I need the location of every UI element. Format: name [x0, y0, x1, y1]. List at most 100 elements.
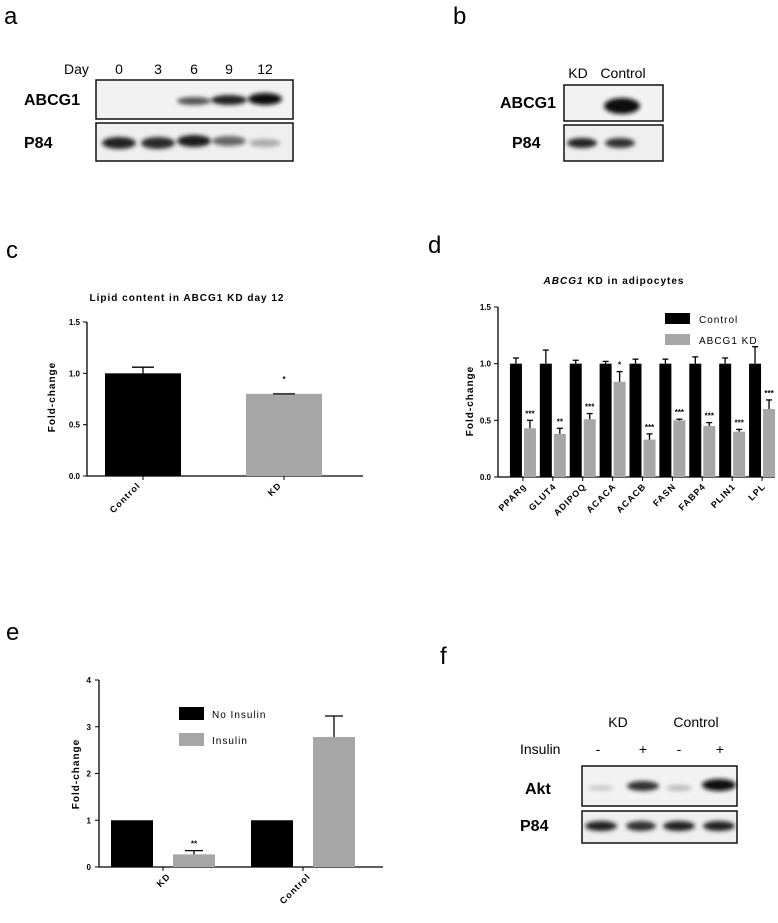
- bar: [509, 363, 522, 477]
- blot-band: [211, 95, 247, 105]
- blot-b-row-label: P84: [512, 135, 541, 152]
- panel-letter-f: f: [440, 643, 447, 670]
- bar: [523, 428, 536, 477]
- y-tick-label: 0.5: [480, 416, 492, 425]
- significance-marker: ***: [645, 423, 655, 432]
- blot-b-lane-label: Control: [600, 65, 645, 81]
- chart-d-ylabel: Fold-change: [465, 366, 476, 436]
- bar: [613, 381, 626, 477]
- blot-band: [666, 785, 692, 791]
- blot-band: [604, 98, 640, 114]
- panel-letter-c: c: [6, 237, 18, 264]
- significance-marker: ***: [764, 389, 774, 398]
- panel-letter-e: e: [6, 619, 19, 646]
- blot-f-lane-label: -: [677, 741, 682, 757]
- blot-band: [588, 785, 614, 791]
- y-tick-label: 0.0: [480, 473, 492, 482]
- bar: [583, 419, 596, 477]
- chart-d: ABCG1 KD in adipocytes Fold-change 0.0 0.…: [465, 276, 776, 518]
- blot-band: [702, 779, 736, 791]
- blot-a-row-label: ABCG1: [24, 92, 80, 109]
- western-blot-a: Day 0 3 6 9 12 ABCG1 P84: [24, 61, 294, 162]
- x-tick-label: Control: [278, 871, 313, 906]
- y-tick-label: 4: [87, 676, 92, 685]
- significance-marker: ***: [675, 408, 685, 417]
- blot-f-group-label: Control: [673, 714, 718, 730]
- x-tick-label: Control: [108, 480, 143, 515]
- blot-b-row-label: ABCG1: [500, 95, 556, 112]
- legend-swatch: [665, 313, 690, 324]
- legend-label: No Insulin: [212, 710, 266, 721]
- significance-marker: ***: [705, 412, 715, 421]
- y-tick-label: 1.5: [69, 318, 81, 327]
- chart-e: Fold-change 0 1 2 3 4 ** KD Control No Insulin In…: [71, 676, 383, 906]
- x-tick-label: KD: [155, 871, 173, 889]
- y-tick-label: 0: [87, 863, 92, 872]
- panel-letter-b: b: [453, 3, 466, 30]
- bar: [733, 431, 746, 477]
- bar: [749, 363, 762, 477]
- blot-band: [605, 138, 635, 148]
- blot-f-row-label: P84: [520, 818, 549, 835]
- y-tick-label: 0.0: [69, 472, 81, 481]
- x-tick-label: ACACA: [584, 481, 618, 515]
- x-tick-label: PPARg: [497, 481, 529, 513]
- bar: [629, 363, 642, 477]
- blot-band: [626, 821, 656, 831]
- panel-letter-a: a: [4, 3, 18, 30]
- bar: [659, 363, 672, 477]
- bar: [689, 363, 702, 477]
- y-tick-label: 3: [87, 723, 92, 732]
- chart-d-title-gene: ABCG1: [543, 276, 584, 287]
- x-tick-label: PLIN1: [709, 481, 738, 510]
- bar: [569, 363, 582, 477]
- chart-d-title: ABCG1 KD in adipocytes: [543, 276, 685, 287]
- legend-swatch: [179, 707, 204, 720]
- blot-a-lane-label: 12: [257, 61, 273, 77]
- chart-d-title-rest: KD in adipocytes: [584, 276, 685, 287]
- blot-f-lane-label: -: [596, 741, 601, 757]
- blot-band: [141, 137, 175, 149]
- blot-b-lane-label: KD: [568, 65, 587, 81]
- y-tick-label: 1.0: [480, 360, 492, 369]
- legend-swatch: [179, 733, 204, 746]
- blot-band: [585, 821, 617, 831]
- blot-band: [249, 139, 281, 147]
- blot-band: [567, 138, 597, 148]
- legend-label: Control: [699, 315, 738, 326]
- bar: [251, 820, 293, 867]
- legend-label: ABCG1 KD: [699, 336, 758, 347]
- chart-c-title: Lipid content in ABCG1 KD day 12: [90, 293, 285, 304]
- significance-marker: ***: [734, 418, 744, 427]
- significance-marker: ***: [585, 403, 595, 412]
- x-tick-label: KD: [266, 480, 284, 498]
- panel-letter-d: d: [428, 232, 441, 259]
- blot-a-lane-label: 3: [154, 61, 162, 77]
- blot-f-row-header: Insulin: [520, 741, 560, 757]
- blot-a-lane-header: Day: [64, 61, 89, 77]
- bar: [105, 373, 181, 476]
- bar: [673, 420, 686, 477]
- bar: [173, 854, 215, 867]
- y-tick-label: 0.5: [69, 421, 81, 430]
- legend-swatch: [665, 334, 690, 345]
- blot-a-lane-label: 6: [190, 61, 198, 77]
- bar: [553, 433, 566, 477]
- bar: [539, 363, 552, 477]
- bar: [111, 820, 153, 867]
- x-tick-label: ACACB: [614, 481, 648, 515]
- x-tick-label: ADIPOQ: [552, 481, 588, 517]
- western-blot-b: KD Control ABCG1 P84: [500, 65, 664, 162]
- bar: [703, 426, 716, 477]
- blot-a-lane-label: 9: [225, 61, 233, 77]
- western-blot-f: KD Control Insulin - + - + Akt P84: [520, 714, 738, 844]
- blot-f-group-label: KD: [608, 714, 627, 730]
- y-tick-label: 1.0: [69, 369, 81, 378]
- blot-a-row-label: P84: [24, 135, 53, 152]
- bar: [643, 439, 656, 477]
- y-tick-label: 1.5: [480, 303, 492, 312]
- blot-f-lane-label: +: [716, 741, 724, 757]
- blot-band: [703, 821, 735, 831]
- significance-marker: *: [282, 375, 286, 384]
